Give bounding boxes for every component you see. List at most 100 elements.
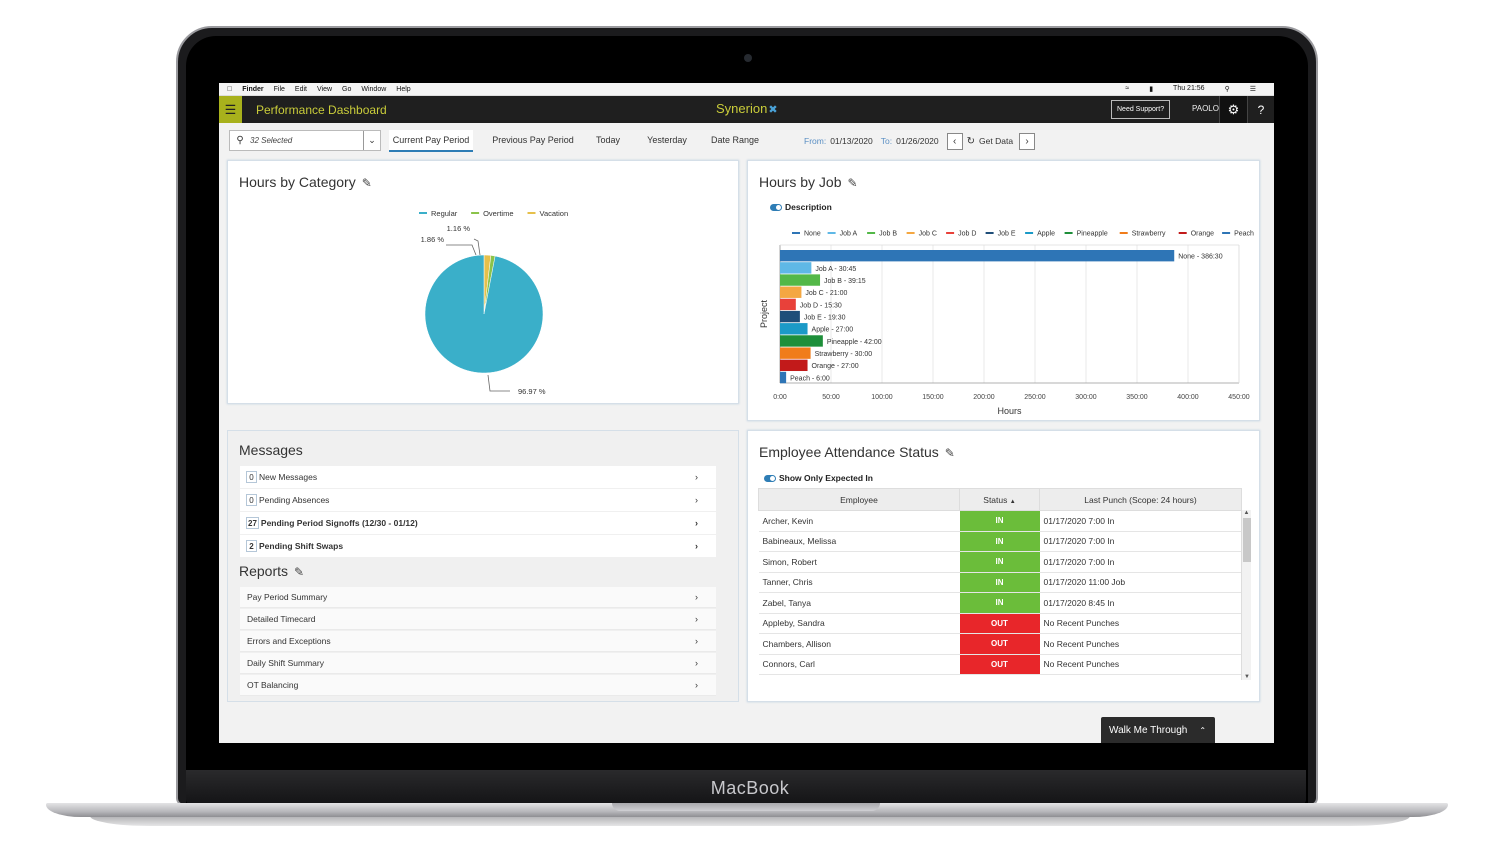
bar[interactable] bbox=[780, 335, 823, 347]
chevron-right-icon[interactable]: › bbox=[695, 495, 698, 505]
menu-go[interactable]: Go bbox=[336, 85, 351, 93]
battery-icon[interactable]: ▮ bbox=[1149, 86, 1154, 93]
chevron-right-icon[interactable]: › bbox=[695, 592, 698, 602]
chevron-down-icon[interactable]: ⌄ bbox=[363, 131, 380, 150]
pie-slice[interactable] bbox=[424, 254, 544, 374]
menu-finder[interactable]: Finder bbox=[237, 85, 263, 93]
tab-current-pay-period[interactable]: Current Pay Period bbox=[389, 130, 473, 152]
bar[interactable] bbox=[780, 310, 800, 323]
edit-icon[interactable]: ✎ bbox=[361, 176, 372, 190]
table-scrollbar[interactable]: ▲ ▼ bbox=[1241, 510, 1251, 680]
need-support-button[interactable]: Need Support? bbox=[1111, 100, 1171, 119]
menu-help[interactable]: Help bbox=[391, 85, 410, 93]
tab-previous-pay-period[interactable]: Previous Pay Period bbox=[492, 135, 574, 145]
bar[interactable] bbox=[780, 262, 812, 274]
legend-item[interactable]: Regular bbox=[419, 209, 458, 218]
legend-item[interactable]: Strawberry bbox=[1119, 231, 1166, 238]
bar[interactable] bbox=[780, 250, 1175, 262]
search-icon[interactable]: ⚲ bbox=[236, 135, 244, 146]
chevron-left-icon[interactable]: ‹ bbox=[946, 132, 963, 150]
bar[interactable] bbox=[780, 371, 787, 384]
chevron-right-icon[interactable]: › bbox=[695, 680, 698, 690]
chevron-right-icon[interactable]: › bbox=[695, 518, 698, 528]
table-row[interactable]: Appleby, Sandra OUT No Recent Punches bbox=[758, 613, 1242, 634]
edit-icon[interactable]: ✎ bbox=[944, 446, 955, 460]
bar[interactable] bbox=[780, 274, 821, 286]
gear-icon[interactable]: ⚙ bbox=[1219, 96, 1247, 123]
table-row[interactable]: Babineaux, Melissa IN 01/17/2020 7:00 In bbox=[758, 531, 1242, 552]
legend-item[interactable]: Pineapple bbox=[1064, 231, 1108, 238]
table-row[interactable]: Connors, Carl OUT No Recent Punches bbox=[758, 654, 1242, 675]
chevron-right-icon[interactable]: › bbox=[695, 472, 698, 482]
bar[interactable] bbox=[780, 347, 811, 359]
column-last-punch[interactable]: Last Punch (Scope: 24 hours) bbox=[1039, 488, 1242, 511]
column-employee[interactable]: Employee bbox=[758, 488, 960, 511]
chevron-right-icon[interactable]: › bbox=[695, 614, 698, 624]
legend-item[interactable]: Vacation bbox=[527, 209, 569, 218]
bar[interactable] bbox=[780, 359, 808, 372]
legend-item[interactable]: Peach bbox=[1222, 231, 1254, 238]
menu-window[interactable]: Window bbox=[356, 85, 386, 93]
bar[interactable] bbox=[780, 323, 808, 335]
report-item[interactable]: Detailed Timecard › bbox=[240, 609, 716, 630]
toggle-switch[interactable] bbox=[764, 475, 776, 483]
legend-item[interactable]: Job A bbox=[827, 231, 858, 238]
user-name[interactable]: PAOLO bbox=[1192, 104, 1219, 113]
legend-item[interactable]: Job D bbox=[946, 231, 976, 238]
legend-item[interactable]: Job E bbox=[985, 231, 1016, 238]
table-row[interactable]: Archer, Kevin IN 01/17/2020 7:00 In bbox=[758, 510, 1242, 532]
chevron-right-icon[interactable]: › bbox=[695, 636, 698, 646]
bar[interactable] bbox=[780, 286, 802, 298]
tab-yesterday[interactable]: Yesterday bbox=[647, 135, 687, 145]
table-row[interactable]: Chambers, Allison OUT No Recent Punches bbox=[758, 633, 1242, 655]
tab-date-range[interactable]: Date Range bbox=[710, 135, 760, 145]
sort-asc-icon[interactable]: ▲ bbox=[1009, 498, 1016, 505]
wifi-icon[interactable]: ≈ bbox=[1125, 85, 1130, 92]
control-center-icon[interactable]: ☰ bbox=[1249, 86, 1256, 93]
table-row[interactable]: Zabel, Tanya IN 01/17/2020 8:45 In bbox=[758, 592, 1242, 614]
table-row[interactable]: Tanner, Chris IN 01/17/2020 11:00 Job bbox=[758, 572, 1242, 593]
table-row[interactable]: Simon, Robert IN 01/17/2020 7:00 In bbox=[758, 551, 1242, 573]
hamburger-menu-icon[interactable]: ☰ bbox=[219, 96, 242, 123]
employee-selector[interactable]: ⚲ 32 Selected ⌄ bbox=[229, 130, 381, 151]
tab-today[interactable]: Today bbox=[595, 135, 621, 145]
legend-item[interactable]: Overtime bbox=[471, 209, 514, 218]
menu-view[interactable]: View bbox=[311, 85, 332, 93]
scrollbar-thumb[interactable] bbox=[1242, 518, 1251, 562]
edit-icon[interactable]: ✎ bbox=[847, 176, 858, 190]
from-date[interactable]: 01/13/2020 bbox=[830, 136, 873, 146]
help-icon[interactable]: ? bbox=[1247, 96, 1274, 123]
legend-item[interactable]: Job C bbox=[906, 231, 937, 238]
report-item[interactable]: Pay Period Summary › bbox=[240, 587, 716, 608]
toggle-switch[interactable] bbox=[770, 204, 782, 212]
expected-in-toggle[interactable]: Show Only Expected In bbox=[764, 473, 873, 483]
legend-item[interactable]: Orange bbox=[1178, 231, 1214, 238]
report-item[interactable]: OT Balancing › bbox=[240, 675, 716, 696]
menu-file[interactable]: File bbox=[268, 85, 285, 93]
message-item[interactable]: 0 Pending Absences › bbox=[240, 489, 716, 511]
legend-item[interactable]: Apple bbox=[1025, 231, 1055, 238]
walk-me-through-button[interactable]: Walk Me Through ⌃ bbox=[1101, 717, 1215, 743]
message-item[interactable]: 0 New Messages › bbox=[240, 466, 716, 488]
scroll-up-icon[interactable]: ▲ bbox=[1243, 510, 1250, 516]
legend-item[interactable]: None bbox=[792, 231, 821, 238]
chevron-right-icon[interactable]: › bbox=[1019, 132, 1036, 150]
message-item[interactable]: 27 Pending Period Signoffs (12/30 - 01/12… bbox=[240, 512, 716, 534]
chevron-right-icon[interactable]: › bbox=[695, 658, 698, 668]
menu-edit[interactable]: Edit bbox=[289, 85, 307, 93]
spotlight-icon[interactable]: ⚲ bbox=[1224, 86, 1230, 93]
apple-icon[interactable]:  bbox=[227, 86, 232, 93]
bar[interactable] bbox=[780, 298, 796, 311]
chevron-right-icon[interactable]: › bbox=[695, 541, 698, 551]
get-data-button[interactable]: ↻ Get Data bbox=[967, 136, 1013, 147]
scroll-down-icon[interactable]: ▼ bbox=[1244, 674, 1250, 680]
description-toggle[interactable]: Description bbox=[770, 202, 832, 212]
clock[interactable]: Thu 21:56 bbox=[1173, 85, 1205, 92]
column-status[interactable]: Status ▲ bbox=[959, 488, 1040, 511]
to-date[interactable]: 01/26/2020 bbox=[896, 136, 939, 146]
edit-icon[interactable]: ✎ bbox=[294, 565, 305, 579]
message-item[interactable]: 2 Pending Shift Swaps › bbox=[240, 535, 716, 557]
report-item[interactable]: Daily Shift Summary › bbox=[240, 653, 716, 674]
report-item[interactable]: Errors and Exceptions › bbox=[240, 631, 716, 652]
legend-item[interactable]: Job B bbox=[867, 231, 897, 238]
